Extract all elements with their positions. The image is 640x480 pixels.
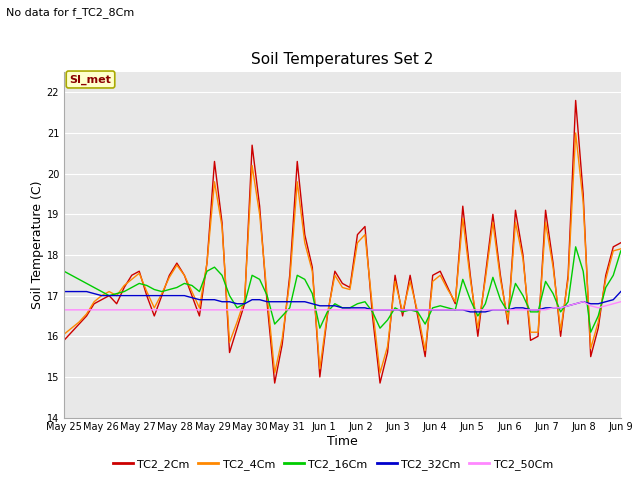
TC2_2Cm bbox=[564, 273, 572, 278]
TC2_50Cm bbox=[557, 305, 564, 311]
TC2_50Cm bbox=[579, 299, 587, 305]
TC2_4Cm bbox=[271, 370, 278, 376]
TC2_2Cm bbox=[60, 337, 68, 343]
TC2_50Cm bbox=[60, 307, 68, 313]
TC2_16Cm bbox=[572, 244, 579, 250]
Line: TC2_16Cm: TC2_16Cm bbox=[64, 247, 621, 332]
TC2_32Cm bbox=[467, 309, 474, 315]
TC2_16Cm bbox=[617, 248, 625, 254]
Line: TC2_32Cm: TC2_32Cm bbox=[64, 291, 621, 312]
Text: No data for f_TC2_8Cm: No data for f_TC2_8Cm bbox=[6, 7, 134, 18]
TC2_50Cm bbox=[106, 307, 113, 313]
TC2_16Cm bbox=[519, 293, 527, 299]
Line: TC2_2Cm: TC2_2Cm bbox=[64, 100, 621, 383]
TC2_4Cm bbox=[527, 329, 534, 335]
TC2_4Cm bbox=[106, 288, 113, 294]
TC2_2Cm bbox=[527, 337, 534, 343]
TC2_4Cm bbox=[511, 219, 519, 225]
TC2_32Cm bbox=[511, 305, 519, 311]
TC2_32Cm bbox=[617, 288, 625, 294]
TC2_2Cm bbox=[511, 207, 519, 213]
TC2_50Cm bbox=[481, 307, 489, 313]
TC2_2Cm bbox=[106, 293, 113, 299]
TC2_16Cm bbox=[106, 293, 113, 299]
TC2_4Cm bbox=[489, 219, 497, 225]
Y-axis label: Soil Temperature (C): Soil Temperature (C) bbox=[31, 180, 44, 309]
TC2_16Cm bbox=[60, 268, 68, 274]
TC2_2Cm bbox=[271, 380, 278, 386]
TC2_2Cm bbox=[617, 240, 625, 246]
TC2_4Cm bbox=[572, 130, 579, 136]
TC2_16Cm bbox=[587, 329, 595, 335]
Line: TC2_4Cm: TC2_4Cm bbox=[64, 133, 621, 373]
TC2_4Cm bbox=[60, 331, 68, 337]
TC2_32Cm bbox=[527, 307, 534, 313]
TC2_32Cm bbox=[489, 307, 497, 313]
TC2_50Cm bbox=[504, 307, 512, 313]
TC2_2Cm bbox=[504, 321, 512, 327]
Line: TC2_50Cm: TC2_50Cm bbox=[64, 302, 621, 310]
TC2_32Cm bbox=[504, 307, 512, 313]
Legend: TC2_2Cm, TC2_4Cm, TC2_16Cm, TC2_32Cm, TC2_50Cm: TC2_2Cm, TC2_4Cm, TC2_16Cm, TC2_32Cm, TC… bbox=[108, 455, 557, 474]
TC2_4Cm bbox=[617, 246, 625, 252]
Text: SI_met: SI_met bbox=[70, 74, 111, 84]
TC2_32Cm bbox=[60, 288, 68, 294]
TC2_2Cm bbox=[489, 211, 497, 217]
TC2_16Cm bbox=[497, 297, 504, 302]
TC2_32Cm bbox=[564, 303, 572, 309]
TC2_50Cm bbox=[497, 307, 504, 313]
TC2_16Cm bbox=[504, 309, 512, 315]
TC2_50Cm bbox=[519, 307, 527, 313]
TC2_16Cm bbox=[557, 309, 564, 315]
TC2_32Cm bbox=[106, 293, 113, 299]
Title: Soil Temperatures Set 2: Soil Temperatures Set 2 bbox=[252, 52, 433, 67]
TC2_16Cm bbox=[481, 301, 489, 307]
X-axis label: Time: Time bbox=[327, 435, 358, 448]
TC2_4Cm bbox=[504, 317, 512, 323]
TC2_50Cm bbox=[617, 299, 625, 305]
TC2_4Cm bbox=[564, 276, 572, 282]
TC2_2Cm bbox=[572, 97, 579, 103]
